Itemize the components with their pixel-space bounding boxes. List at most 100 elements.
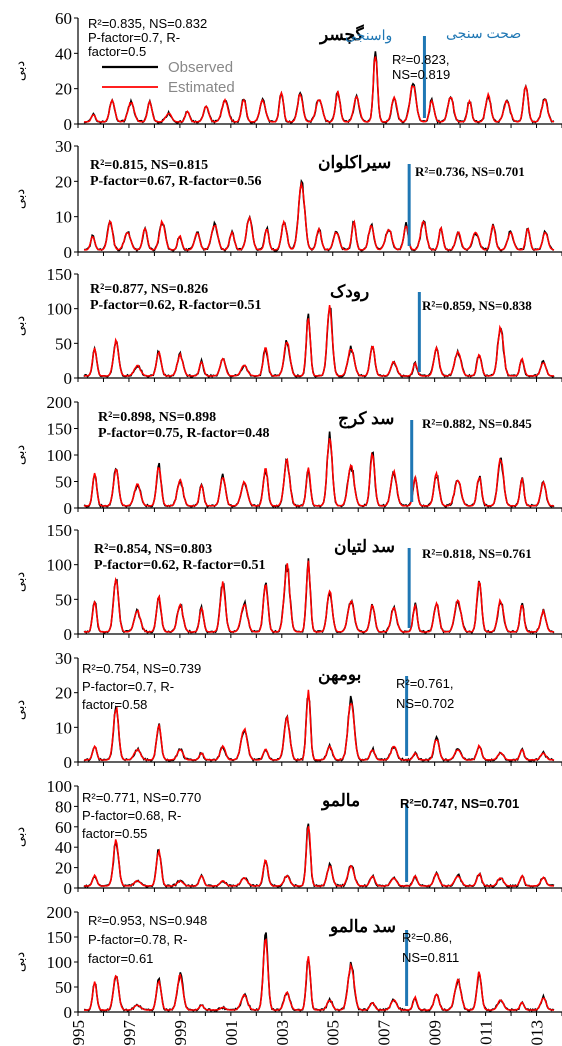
panel-2: 0 10 20 30 دبی سیراکلوان R²=0.815, NS=0.815P-f… [12,137,562,262]
calibration-stats: factor=0.61 [88,951,153,966]
station-name: سد مالمو [328,917,396,937]
y-tick-label: 30 [55,137,72,156]
estimated-series [83,560,555,633]
calibration-stats: R²=0.815, NS=0.815 [90,158,208,173]
y-tick-label: 0 [64,625,73,644]
station-name: سد لتیان [334,537,395,556]
legend-estimated-label: Estimated [168,79,235,96]
y-tick-label: 10 [55,718,72,737]
y-tick-label: 10 [55,208,72,227]
panel-6: 0 10 20 30 دبی بومهن R²=0.754, NS=0.739 P-facto… [12,649,562,772]
estimated-series [83,181,555,251]
calibration-stats: factor=0.5 [88,44,146,59]
y-tick-label: 0 [64,243,73,262]
validation-stats: NS=0.702 [396,696,454,711]
x-tick-label: 2009 [426,1020,445,1046]
calibration-stats: P-factor=0.62, R-factor=0.51 [90,298,261,313]
y-axis-label: دبی [12,952,27,972]
calibration-stats: P-factor=0.78, R- [88,932,187,947]
x-tick-label: 1999 [171,1020,190,1046]
y-tick-label: 20 [55,859,72,878]
panel-5: 0 50 100 150 دبی سد لتیان R²=0.854, NS=0.803P-… [12,521,562,644]
estimated-series [84,826,555,887]
y-tick-label: 50 [55,334,72,353]
y-tick-label: 0 [64,115,73,134]
y-tick-label: 0 [64,369,73,388]
panel-4: 0 50 100 150 200 دبی سد کرج R²=0.898, NS=0.898P… [12,393,562,518]
y-tick-label: 150 [47,521,73,540]
y-tick-label: 80 [55,797,72,816]
y-tick-label: 20 [55,684,72,703]
y-tick-label: 60 [55,818,72,837]
estimated-series [83,938,555,1011]
calibration-stats: P-factor=0.75, R-factor=0.48 [98,426,269,441]
y-tick-label: 100 [47,953,73,972]
x-tick-label: 2005 [324,1020,343,1046]
y-tick-label: 200 [47,393,73,412]
calibration-stats: P-factor=0.7, R- [88,30,180,45]
x-tick-label: 2013 [528,1020,547,1046]
station-name: رودک [330,282,369,302]
y-tick-label: 100 [47,446,73,465]
y-tick-label: 60 [55,9,72,28]
y-tick-label: 50 [55,978,72,997]
y-tick-label: 200 [47,903,73,922]
x-tick-label: 1997 [120,1020,139,1046]
station-name: سد کرج [338,409,394,429]
validation-stats: R²=0.736, NS=0.701 [415,164,525,179]
y-axis-label: دبی [12,189,27,209]
y-tick-label: 0 [64,1003,73,1022]
x-tick-label: 2011 [477,1020,496,1046]
y-tick-label: 0 [64,879,73,898]
validation-stats: R²=0.86, [402,930,452,945]
calibration-stats: R²=0.754, NS=0.739 [82,661,201,676]
panel-8: 0 50 100 150 200 دبی سد مالمو R²=0.953, NS=0.94… [12,903,562,1046]
y-tick-label: 100 [47,300,73,319]
validation-stats: NS=0.811 [402,950,459,965]
validation-stats: R²=0.823, [392,52,449,67]
y-axis-label: دبی [12,316,27,336]
calibration-stats: P-factor=0.7, R- [82,679,174,694]
y-axis-label: دبی [12,61,27,81]
y-tick-label: 50 [55,473,72,492]
panel-3: 0 50 100 150 دبی رودک R²=0.877, NS=0.826P-fact… [12,265,562,388]
validation-stats: R²=0.761, [396,676,453,691]
calibration-stats: factor=0.55 [82,826,147,841]
calibration-stats: P-factor=0.62, R-factor=0.51 [94,558,265,573]
calibration-stats: R²=0.877, NS=0.826 [90,282,208,297]
validation-period-label: صحت سنجی [446,25,521,41]
x-tick-label: 2003 [273,1020,292,1046]
calibration-stats: factor=0.58 [82,697,147,712]
y-axis-label: دبی [12,572,27,592]
estimated-series [83,689,555,761]
validation-stats: R²=0.818, NS=0.761 [422,546,532,561]
y-tick-label: 150 [47,265,73,284]
calibration-stats: P-factor=0.68, R- [82,808,181,823]
calibration-stats: R²=0.835, NS=0.832 [88,16,207,31]
panel-1: 0 20 40 60 دبی گچسر R²=0.835, NS=0.832P-factor… [12,9,562,134]
validation-stats: R²=0.882, NS=0.845 [422,416,532,431]
station-name: سیراکلوان [318,153,391,173]
calibration-stats: R²=0.854, NS=0.803 [94,542,212,557]
validation-stats: R²=0.859, NS=0.838 [422,298,532,313]
calibration-stats: R²=0.771, NS=0.770 [82,790,201,805]
observed-series [83,178,555,253]
validation-stats: R²=0.747, NS=0.701 [400,796,519,811]
observed-series [83,307,555,379]
estimated-series [83,438,554,507]
station-name: بومهن [318,665,361,685]
x-tick-label: 2001 [222,1020,241,1046]
y-tick-label: 150 [47,928,73,947]
y-axis-label: دبی [12,827,27,847]
station-name: گچسر [318,24,365,45]
x-tick-label: 2007 [375,1020,394,1046]
y-tick-label: 40 [55,838,72,857]
y-tick-label: 100 [47,777,73,796]
y-axis-label: دبی [12,700,27,720]
y-tick-label: 0 [64,499,73,518]
legend-observed-label: Observed [168,59,233,76]
y-tick-label: 20 [55,80,72,99]
estimated-series [84,305,555,377]
